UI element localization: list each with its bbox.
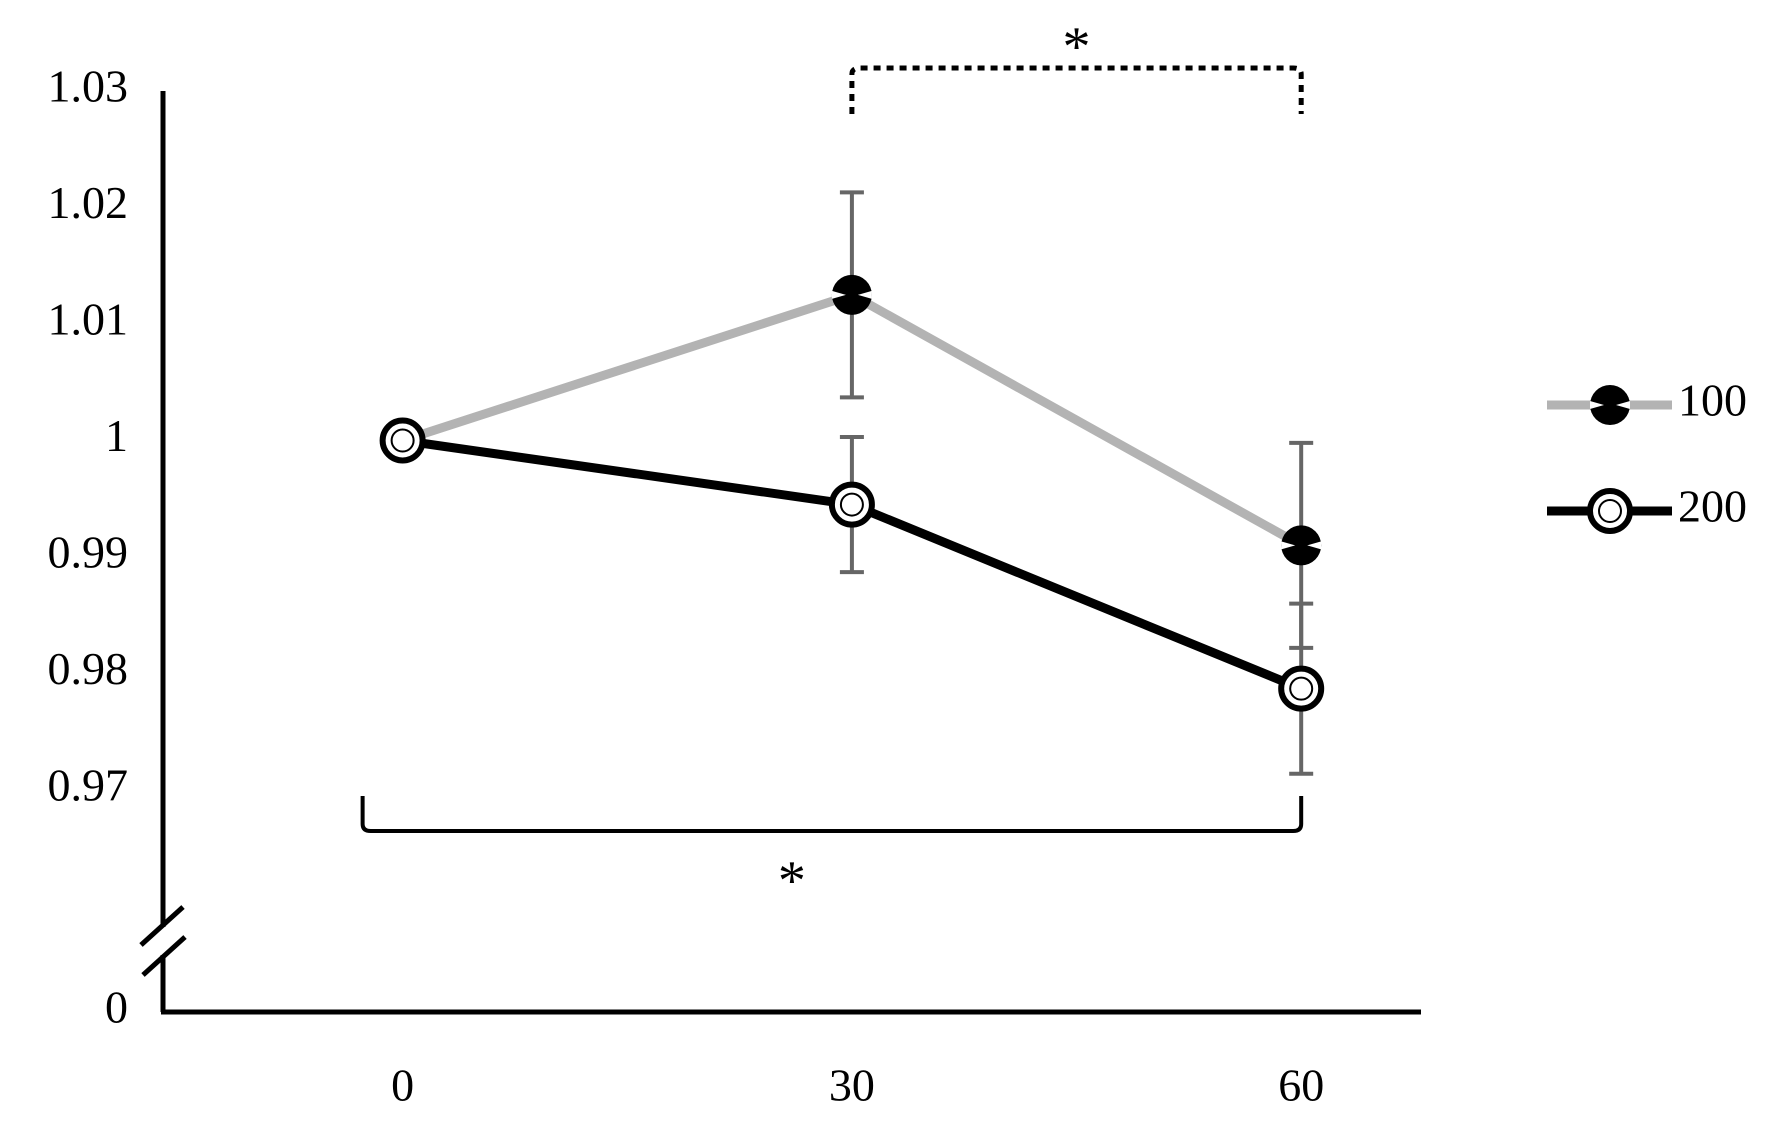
marker: [831, 274, 872, 315]
marker-inner: [1598, 499, 1622, 523]
marker-inner: [839, 492, 864, 517]
significance-label: *: [1063, 16, 1091, 78]
marker: [828, 481, 875, 528]
x-tick-label: 60: [1278, 1060, 1324, 1111]
axis-break-mark: [141, 935, 187, 977]
axis-break-gap: [153, 927, 173, 955]
significance-label: *: [778, 850, 806, 912]
significance-bracket: [360, 796, 1304, 833]
marker-cutout: [831, 290, 872, 299]
marker-inner: [390, 428, 415, 453]
significance-bracket: [849, 65, 1304, 114]
marker-cutout: [1281, 541, 1322, 550]
marker-cutout: [1590, 401, 1630, 409]
y-tick-label: 0.99: [48, 527, 129, 578]
marker: [1281, 525, 1322, 566]
legend-label: 200: [1678, 481, 1747, 532]
y-tick-label: 0: [105, 982, 128, 1033]
axis-break-mark: [139, 905, 185, 947]
y-tick-label: 1.01: [48, 294, 129, 345]
marker: [1590, 385, 1630, 425]
marker-inner: [1289, 676, 1314, 701]
marker: [1278, 665, 1325, 712]
y-tick-label: 0.97: [48, 760, 129, 811]
y-tick-label: 1: [105, 410, 128, 461]
x-tick-label: 0: [391, 1060, 414, 1111]
y-tick-label: 1.02: [48, 177, 129, 228]
legend-label: 100: [1678, 375, 1747, 426]
y-tick-label: 0.98: [48, 643, 129, 694]
marker: [1587, 488, 1633, 534]
x-tick-label: 30: [829, 1060, 875, 1111]
marker: [379, 417, 426, 464]
y-tick-label: 1.03: [48, 61, 129, 112]
